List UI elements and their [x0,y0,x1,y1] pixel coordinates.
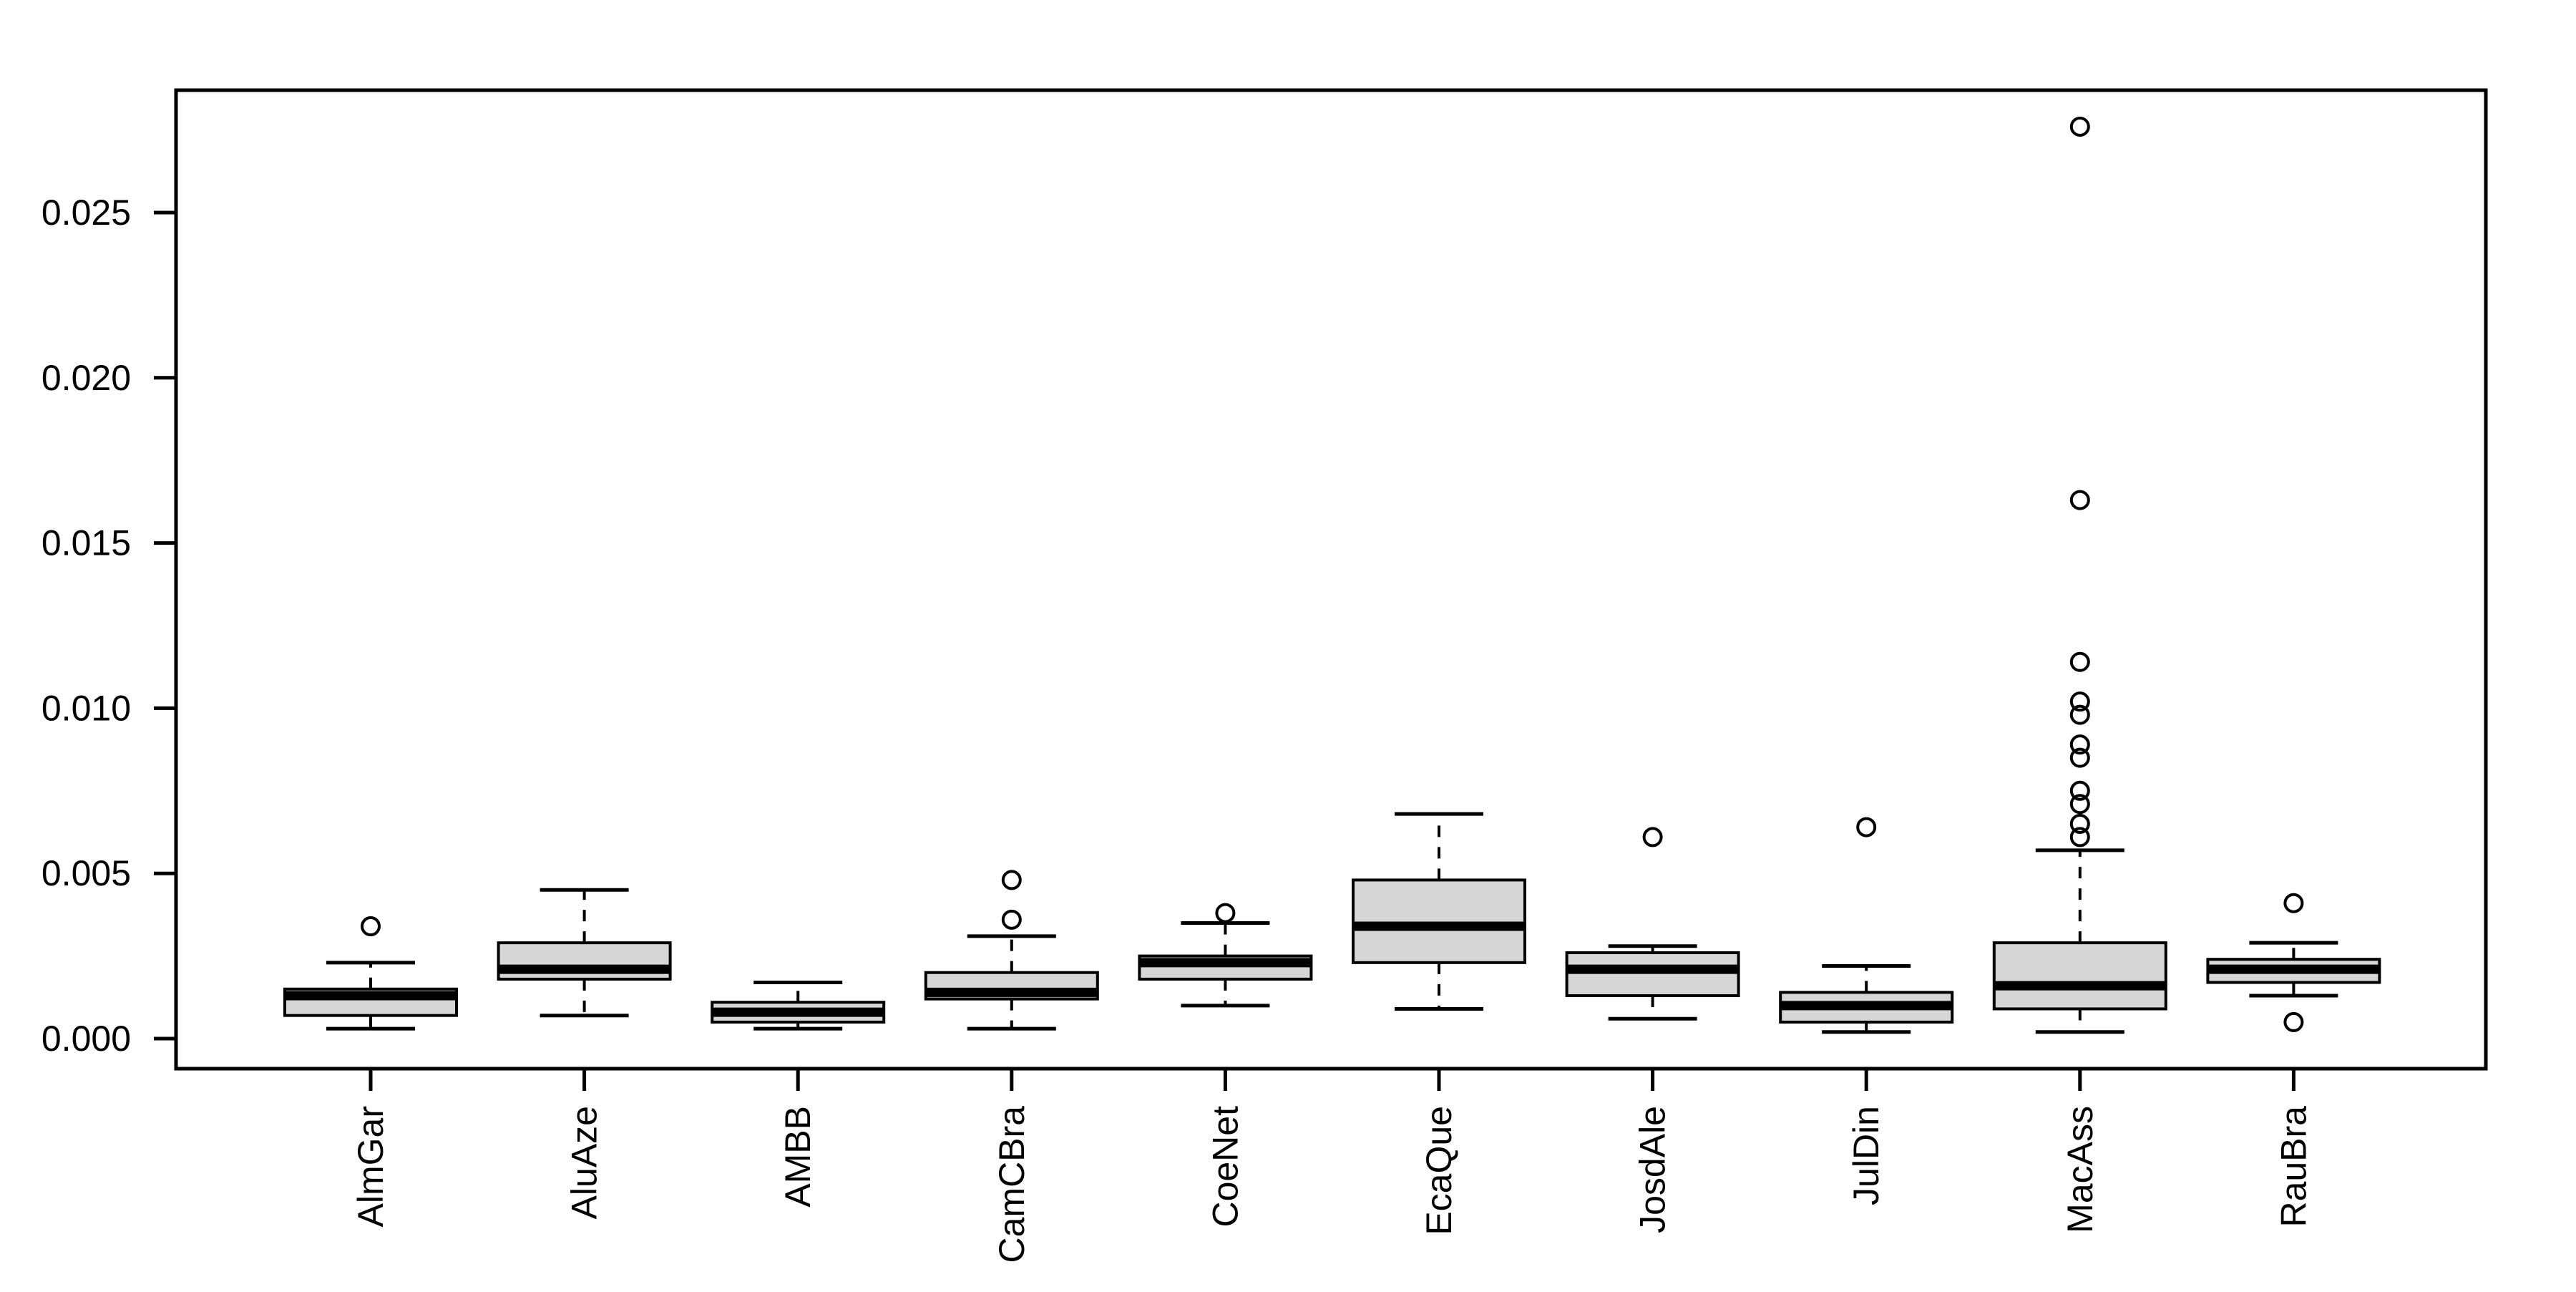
outlier-point [2069,794,2090,815]
outlier-point [2069,747,2090,768]
box-group-RauBra: RauBra [2206,893,2381,1228]
iqr-box [1992,941,2167,1011]
outlier-point [2069,691,2090,712]
outlier-point [1642,827,1663,847]
outlier-point [2069,734,2090,755]
box-group-AlmGar: AlmGar [283,916,458,1227]
x-tick-label-CoeNet: CoeNet [1205,1106,1245,1228]
outlier-point [1001,909,1022,930]
outlier-point [2069,651,2090,672]
x-tick-label-CamCBra: CamCBra [992,1106,1032,1263]
outlier-point [1001,870,1022,890]
box-group-CoeNet: CoeNet [1138,903,1313,1228]
x-tick-label-AlmGar: AlmGar [351,1106,391,1227]
outlier-point [2069,780,2090,801]
x-tick-label-JosdAle: JosdAle [1633,1106,1673,1233]
y-tick-label-0.015: 0.015 [42,523,131,563]
outlier-point [2069,116,2090,137]
outlier-point [2069,704,2090,725]
x-tick-label-EcaQue: EcaQue [1419,1106,1459,1235]
box-group-JosdAle: JosdAle [1565,827,1740,1233]
x-tick-label-AluAze: AluAze [565,1106,605,1219]
outlier-point [1215,903,1236,923]
box-group-AMBB: AMBB [711,981,886,1208]
x-tick-label-MacAss: MacAss [2060,1106,2100,1233]
outlier-point [361,916,381,937]
x-tick-label-JulDin: JulDin [1846,1106,1886,1205]
outlier-point [2283,893,2304,913]
outlier-point [2283,1011,2304,1032]
x-tick-label-RauBra: RauBra [2273,1106,2313,1228]
box-group-EcaQue: EcaQue [1352,812,1526,1235]
box-group-JulDin: JulDin [1779,817,1954,1205]
iqr-box [1565,951,1740,997]
y-tick-label-0.020: 0.020 [42,358,131,398]
box-group-CamCBra: CamCBra [924,870,1099,1263]
box-group-AluAze: AluAze [497,888,672,1219]
box-group-MacAss: MacAss [1992,116,2167,1233]
x-tick-label-AMBB: AMBB [778,1106,818,1208]
y-tick-label-0.000: 0.000 [42,1019,131,1059]
y-tick-label-0.005: 0.005 [42,853,131,893]
outlier-point [2069,827,2090,847]
iqr-box [1352,878,1526,964]
y-tick-label-0.010: 0.010 [42,688,131,728]
y-tick-label-0.025: 0.025 [42,193,131,233]
outlier-point [2069,490,2090,510]
outlier-point [2069,813,2090,834]
outlier-point [1856,817,1877,837]
plot-frame [174,88,2488,1071]
